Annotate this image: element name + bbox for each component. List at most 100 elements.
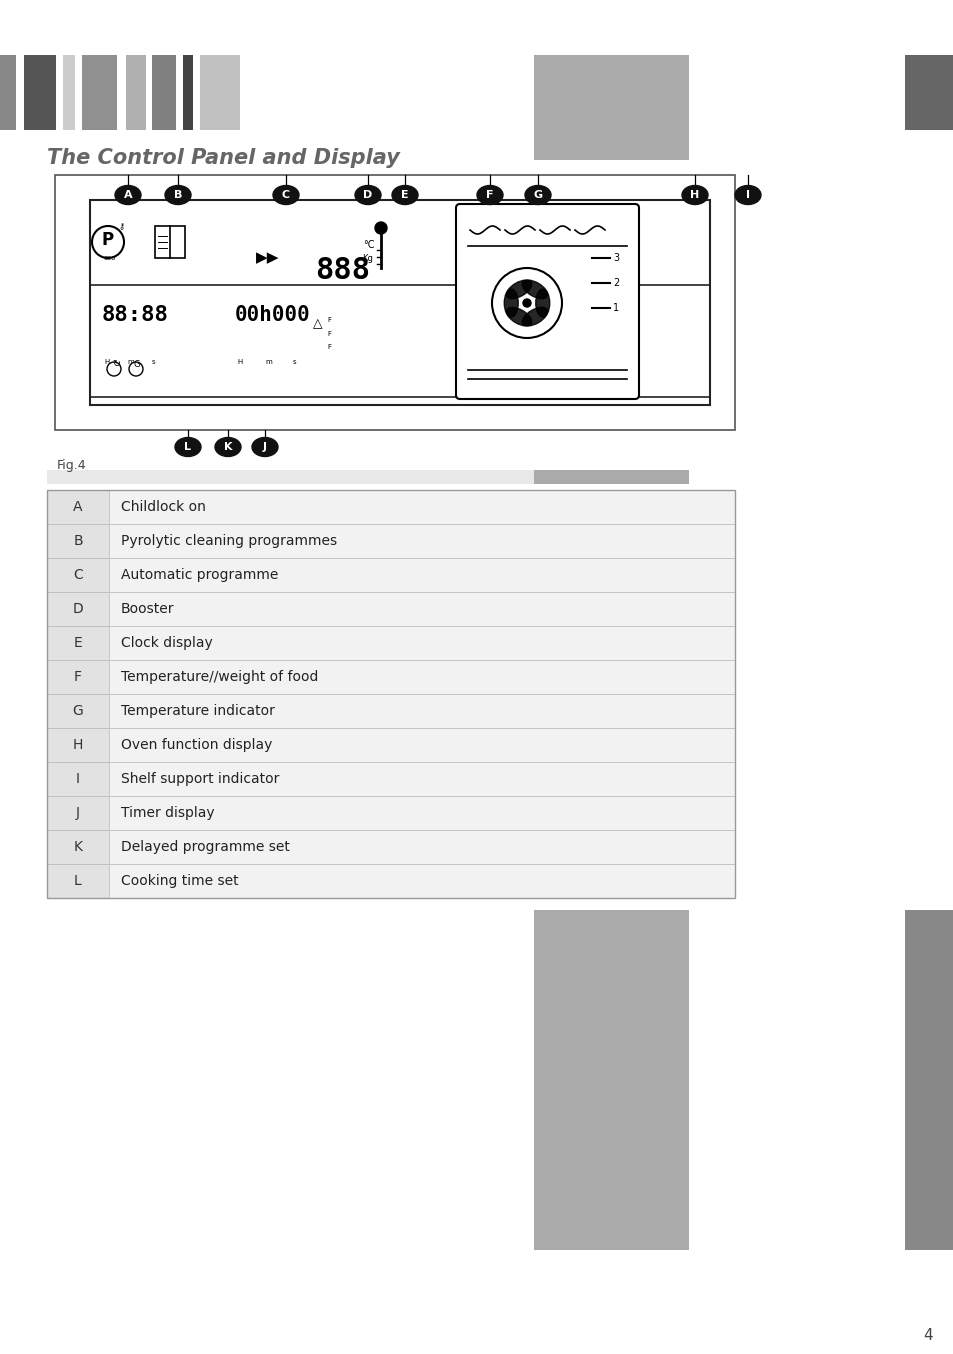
Text: G: G — [72, 704, 83, 718]
Text: H: H — [72, 738, 83, 751]
Bar — [47, 762, 734, 796]
Text: I: I — [745, 190, 749, 200]
Bar — [47, 796, 734, 830]
Bar — [47, 558, 734, 592]
Text: Temperature indicator: Temperature indicator — [121, 704, 274, 718]
Ellipse shape — [681, 185, 707, 204]
Bar — [47, 762, 109, 796]
Text: Pyrolytic cleaning programmes: Pyrolytic cleaning programmes — [121, 533, 336, 548]
Bar — [47, 626, 734, 659]
Bar — [0, 56, 16, 130]
Bar — [47, 830, 734, 864]
Text: 1: 1 — [613, 303, 618, 313]
Bar — [200, 56, 240, 130]
Circle shape — [375, 222, 387, 234]
Bar — [47, 524, 109, 558]
Text: H: H — [236, 359, 242, 366]
Bar — [47, 626, 109, 659]
Text: D: D — [363, 190, 373, 200]
Ellipse shape — [165, 185, 191, 204]
Bar — [154, 226, 185, 259]
Text: Cooking time set: Cooking time set — [121, 873, 238, 888]
Text: C: C — [73, 567, 83, 582]
Text: A: A — [73, 500, 83, 515]
Bar — [63, 56, 75, 130]
Bar — [47, 695, 734, 728]
Bar — [47, 695, 109, 728]
Text: ⚷: ⚷ — [118, 221, 124, 230]
Text: Temperature//weight of food: Temperature//weight of food — [121, 670, 318, 684]
Bar — [534, 470, 688, 483]
Text: m: m — [265, 359, 272, 366]
Text: J: J — [76, 806, 80, 821]
Ellipse shape — [476, 185, 502, 204]
Bar — [47, 490, 734, 524]
Text: H: H — [690, 190, 699, 200]
Text: Booster: Booster — [121, 603, 174, 616]
Text: m: m — [127, 359, 133, 366]
FancyBboxPatch shape — [456, 204, 639, 399]
Text: D: D — [72, 603, 83, 616]
Text: F: F — [74, 670, 82, 684]
Bar — [152, 56, 175, 130]
Text: 2: 2 — [613, 278, 618, 288]
Bar — [90, 200, 709, 405]
Text: G: G — [533, 190, 542, 200]
Bar — [534, 56, 688, 160]
Bar — [47, 659, 109, 695]
Ellipse shape — [214, 437, 241, 456]
Text: 4: 4 — [923, 1327, 932, 1343]
Text: 3: 3 — [613, 253, 618, 263]
Text: Fig.4: Fig.4 — [57, 459, 87, 473]
Text: B: B — [73, 533, 83, 548]
Text: The Control Panel and Display: The Control Panel and Display — [47, 148, 399, 168]
Ellipse shape — [174, 437, 201, 456]
Ellipse shape — [273, 185, 298, 204]
Text: J: J — [263, 441, 267, 452]
Bar — [534, 56, 688, 130]
Text: G: G — [133, 360, 140, 370]
Bar — [904, 56, 952, 130]
Bar — [47, 490, 109, 524]
Text: E: E — [73, 636, 82, 650]
Bar — [47, 864, 734, 898]
Text: s: s — [293, 359, 296, 366]
Text: K: K — [73, 839, 82, 854]
Text: △: △ — [313, 317, 322, 330]
Text: B: B — [173, 190, 182, 200]
Bar — [126, 56, 146, 130]
Bar — [904, 910, 952, 1250]
Ellipse shape — [506, 280, 531, 299]
Circle shape — [107, 362, 121, 376]
Ellipse shape — [524, 185, 551, 204]
Bar — [47, 524, 734, 558]
Text: P: P — [102, 232, 114, 249]
Text: K: K — [224, 441, 232, 452]
Bar — [47, 659, 734, 695]
Ellipse shape — [252, 437, 277, 456]
Bar — [47, 558, 109, 592]
Bar — [47, 830, 109, 864]
Ellipse shape — [355, 185, 380, 204]
Text: 00h000: 00h000 — [234, 305, 311, 325]
Bar — [47, 592, 109, 626]
Text: L: L — [184, 441, 192, 452]
Ellipse shape — [392, 185, 417, 204]
Circle shape — [522, 299, 531, 307]
Bar — [534, 910, 688, 1250]
Text: Delayed programme set: Delayed programme set — [121, 839, 290, 854]
Text: F
F
F: F F F — [327, 317, 331, 349]
Text: Clock display: Clock display — [121, 636, 213, 650]
Text: °C: °C — [363, 240, 375, 250]
Circle shape — [129, 362, 143, 376]
Text: ↻: ↻ — [112, 359, 120, 370]
Text: 88:88: 88:88 — [102, 305, 169, 325]
Bar — [183, 56, 193, 130]
Text: I: I — [76, 772, 80, 787]
Text: C: C — [282, 190, 290, 200]
Circle shape — [91, 226, 124, 259]
Bar — [47, 728, 734, 762]
Ellipse shape — [521, 280, 547, 299]
Text: Kg: Kg — [361, 255, 373, 263]
Text: Automatic programme: Automatic programme — [121, 567, 278, 582]
